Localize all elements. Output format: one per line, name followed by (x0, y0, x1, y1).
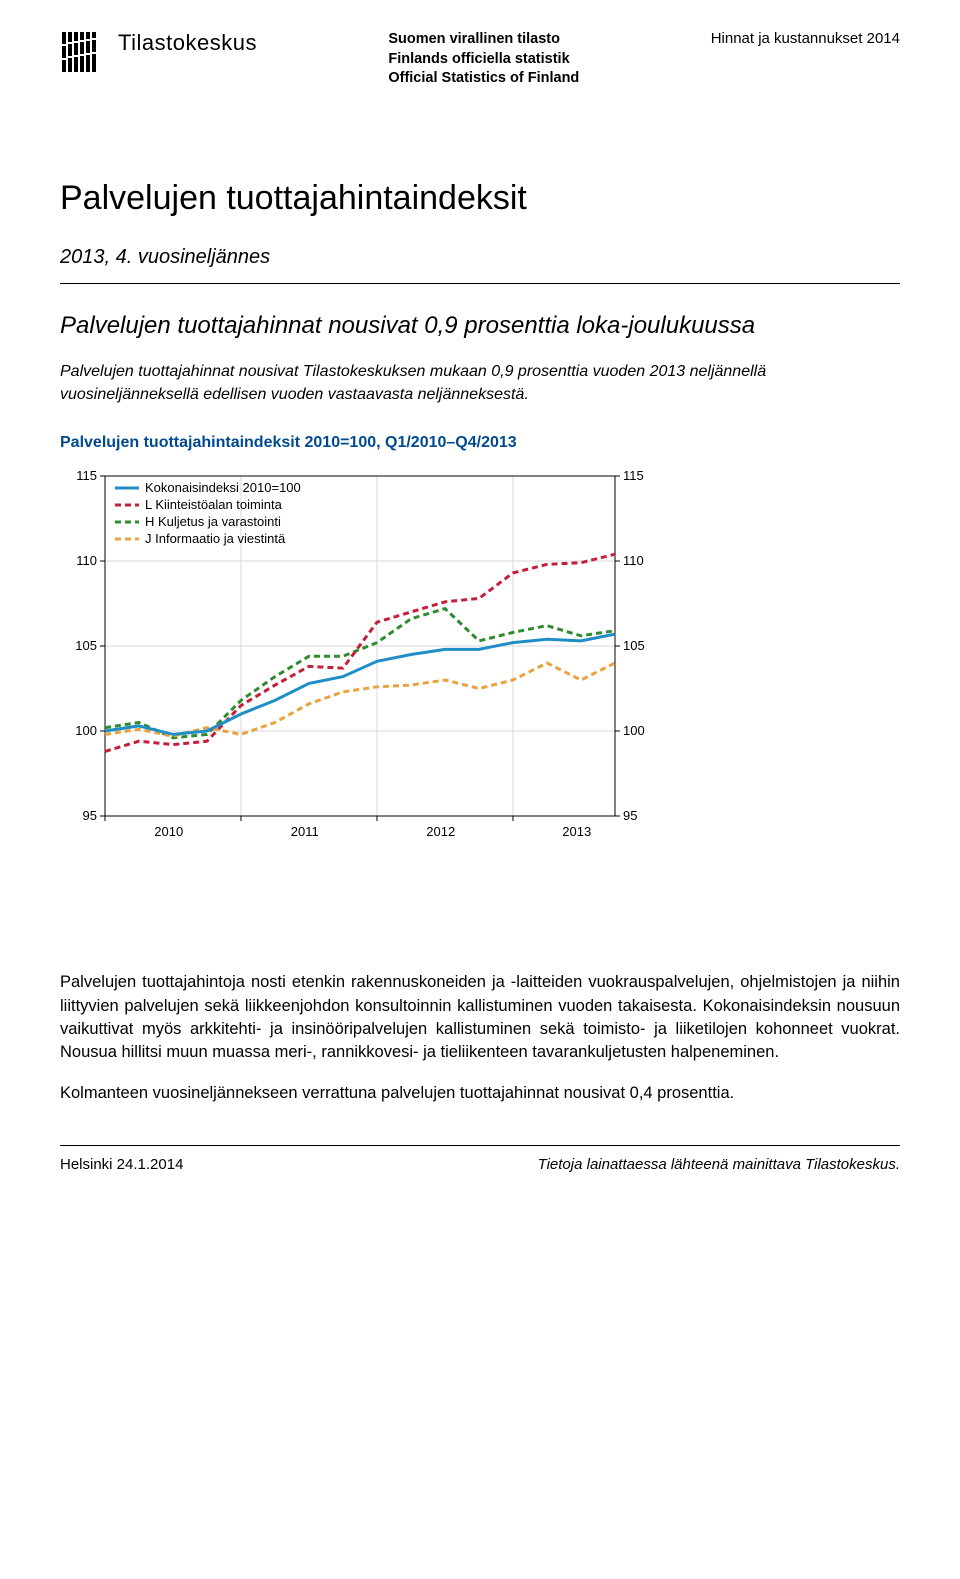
svg-text:110: 110 (623, 553, 644, 568)
logo-text: Tilastokeskus (118, 30, 257, 56)
svg-text:L Kiinteistöalan toiminta: L Kiinteistöalan toiminta (145, 497, 283, 512)
svg-text:105: 105 (623, 638, 645, 653)
svg-text:95: 95 (623, 808, 637, 823)
logo-block: Tilastokeskus (60, 30, 257, 78)
logo-icon (60, 30, 108, 78)
svg-text:H Kuljetus ja varastointi: H Kuljetus ja varastointi (145, 514, 281, 529)
footer-divider (60, 1145, 900, 1146)
lead-heading: Palvelujen tuottajahinnat nousivat 0,9 p… (60, 310, 900, 342)
official-line-1: Suomen virallinen tilasto (388, 30, 579, 50)
body-paragraph-1: Palvelujen tuottajahintoja nosti etenkin… (60, 971, 900, 1063)
body-paragraph-2: Kolmanteen vuosineljännekseen verrattuna… (60, 1082, 900, 1105)
svg-text:J Informaatio ja viestintä: J Informaatio ja viestintä (145, 531, 286, 546)
chart-svg: 95 95 100 100 105 105 110 110 115 115 2010 2011 2012… (60, 466, 660, 846)
main-title: Palvelujen tuottajahintaindeksit (60, 179, 900, 218)
category-label: Hinnat ja kustannukset 2014 (711, 30, 900, 47)
svg-text:110: 110 (76, 553, 97, 568)
svg-text:100: 100 (623, 723, 645, 738)
lead-paragraph: Palvelujen tuottajahinnat nousivat Tilas… (60, 360, 900, 406)
subtitle: 2013, 4. vuosineljännes (60, 246, 900, 269)
title-divider (60, 283, 900, 284)
svg-text:Kokonaisindeksi 2010=100: Kokonaisindeksi 2010=100 (145, 480, 301, 495)
svg-text:115: 115 (623, 468, 644, 483)
svg-text:2010: 2010 (154, 824, 183, 839)
svg-text:100: 100 (75, 723, 97, 738)
official-line-3: Official Statistics of Finland (388, 69, 579, 89)
footer-date: Helsinki 24.1.2014 (60, 1156, 183, 1173)
svg-text:115: 115 (76, 468, 97, 483)
svg-text:2011: 2011 (291, 824, 319, 839)
chart-title: Palvelujen tuottajahintaindeksit 2010=10… (60, 434, 900, 452)
chart: 95 95 100 100 105 105 110 110 115 115 2010 2011 2012… (60, 466, 900, 851)
official-line-2: Finlands officiella statistik (388, 50, 579, 70)
footer-attribution: Tietoja lainattaessa lähteenä mainittava… (538, 1156, 900, 1173)
footer: Helsinki 24.1.2014 Tietoja lainattaessa … (60, 1156, 900, 1173)
svg-text:2012: 2012 (426, 824, 455, 839)
svg-text:105: 105 (75, 638, 97, 653)
svg-text:2013: 2013 (562, 824, 591, 839)
header: Tilastokeskus Suomen virallinen tilasto … (60, 30, 900, 89)
official-statistics-title: Suomen virallinen tilasto Finlands offic… (388, 30, 579, 89)
svg-text:95: 95 (83, 808, 97, 823)
